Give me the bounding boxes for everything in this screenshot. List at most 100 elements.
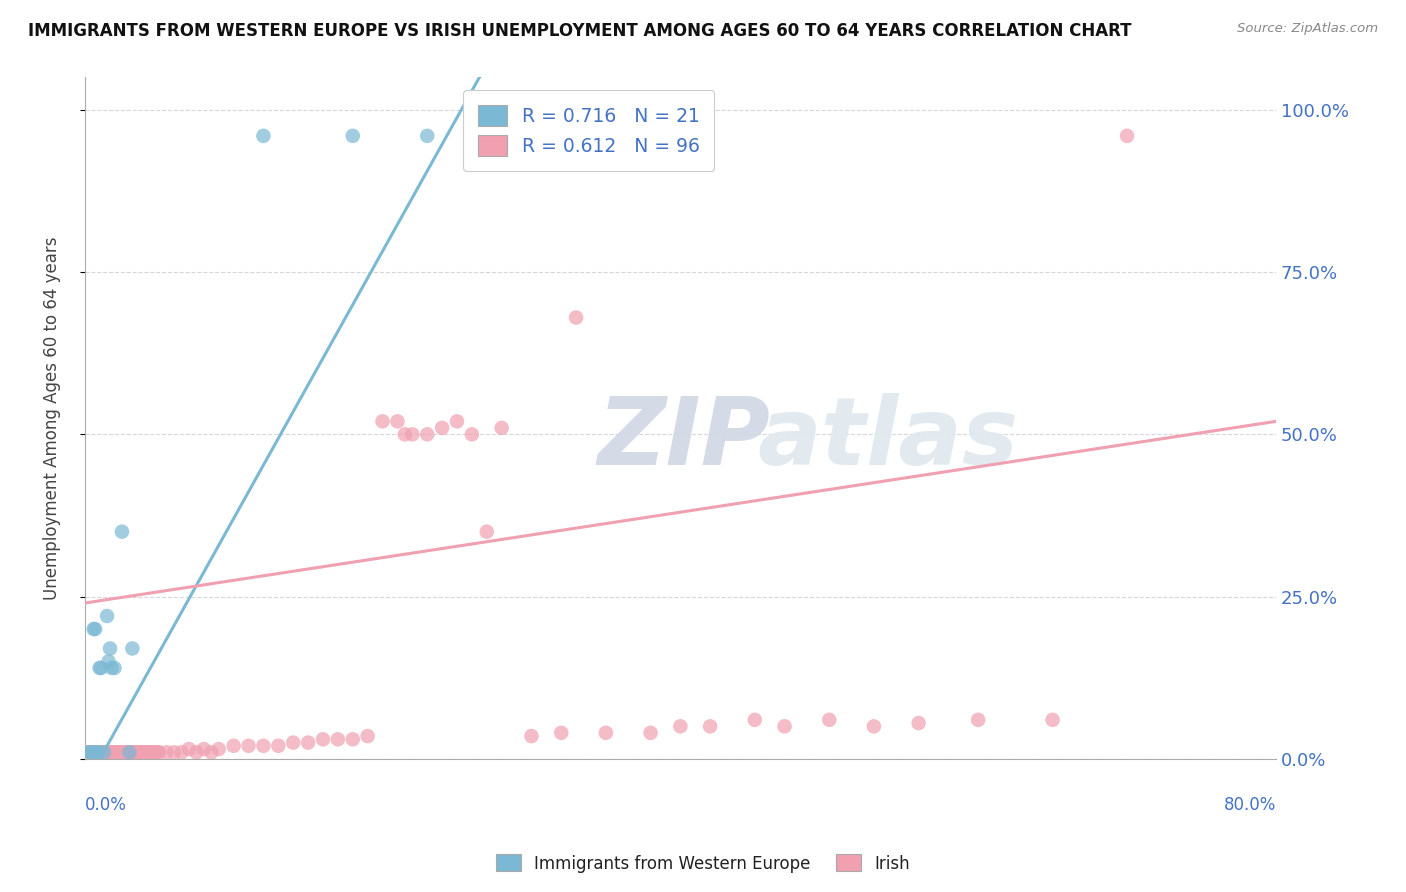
Point xyxy=(177,742,200,756)
Text: atlas: atlas xyxy=(758,392,1019,484)
Point xyxy=(744,713,766,727)
Point xyxy=(1116,128,1139,143)
Point xyxy=(371,414,394,428)
Point xyxy=(96,745,118,759)
Point xyxy=(86,745,108,759)
Point xyxy=(387,414,409,428)
Point xyxy=(595,726,617,740)
Point xyxy=(90,661,112,675)
Point xyxy=(134,745,156,759)
Point xyxy=(80,745,103,759)
Point xyxy=(312,732,335,747)
Point xyxy=(136,745,159,759)
Point xyxy=(565,310,588,325)
Point xyxy=(267,739,290,753)
Point xyxy=(89,745,111,759)
Point xyxy=(97,655,120,669)
Point xyxy=(416,128,439,143)
Point xyxy=(863,719,886,733)
Point xyxy=(111,524,134,539)
Point xyxy=(125,745,148,759)
Point xyxy=(142,745,165,759)
Point xyxy=(82,745,104,759)
Point xyxy=(475,524,498,539)
Text: 80.0%: 80.0% xyxy=(1223,797,1277,814)
Point xyxy=(297,735,319,749)
Point xyxy=(107,745,129,759)
Text: ZIP: ZIP xyxy=(598,392,770,484)
Text: Source: ZipAtlas.com: Source: ZipAtlas.com xyxy=(1237,22,1378,36)
Point xyxy=(100,745,122,759)
Point xyxy=(98,641,121,656)
Point xyxy=(87,745,110,759)
Point xyxy=(118,745,141,759)
Point xyxy=(84,622,107,636)
Point xyxy=(121,641,143,656)
Point xyxy=(416,427,439,442)
Point xyxy=(80,745,103,759)
Point xyxy=(193,742,215,756)
Point xyxy=(131,745,153,759)
Point xyxy=(238,739,260,753)
Point xyxy=(77,745,100,759)
Point xyxy=(283,735,305,749)
Point xyxy=(101,745,124,759)
Y-axis label: Unemployment Among Ages 60 to 64 years: Unemployment Among Ages 60 to 64 years xyxy=(44,236,60,599)
Point xyxy=(342,732,364,747)
Point xyxy=(83,745,105,759)
Point xyxy=(967,713,990,727)
Point xyxy=(97,745,120,759)
Point xyxy=(83,622,105,636)
Point xyxy=(117,745,139,759)
Point xyxy=(143,745,166,759)
Point xyxy=(145,745,167,759)
Point xyxy=(138,745,160,759)
Point xyxy=(139,745,162,759)
Point xyxy=(163,745,186,759)
Point xyxy=(80,745,103,759)
Point xyxy=(128,745,150,759)
Point xyxy=(342,128,364,143)
Point xyxy=(132,745,155,759)
Point xyxy=(120,745,142,759)
Point xyxy=(110,745,132,759)
Point xyxy=(94,745,117,759)
Point xyxy=(146,745,169,759)
Point xyxy=(124,745,146,759)
Point xyxy=(96,609,118,624)
Point xyxy=(430,421,453,435)
Point xyxy=(118,745,141,759)
Point xyxy=(103,745,125,759)
Point xyxy=(77,745,100,759)
Legend: R = 0.716   N = 21, R = 0.612   N = 96: R = 0.716 N = 21, R = 0.612 N = 96 xyxy=(464,90,714,170)
Point xyxy=(93,745,115,759)
Point xyxy=(156,745,179,759)
Point xyxy=(93,745,115,759)
Point xyxy=(907,716,929,731)
Point xyxy=(186,745,208,759)
Point xyxy=(550,726,572,740)
Point xyxy=(356,729,378,743)
Point xyxy=(100,661,122,675)
Point xyxy=(461,427,484,442)
Point xyxy=(491,421,513,435)
Legend: Immigrants from Western Europe, Irish: Immigrants from Western Europe, Irish xyxy=(489,847,917,880)
Point xyxy=(401,427,423,442)
Point xyxy=(121,745,143,759)
Point xyxy=(699,719,721,733)
Text: 0.0%: 0.0% xyxy=(84,797,127,814)
Point xyxy=(135,745,157,759)
Point xyxy=(170,745,193,759)
Point xyxy=(773,719,796,733)
Point xyxy=(394,427,416,442)
Point xyxy=(108,745,131,759)
Point xyxy=(141,745,163,759)
Point xyxy=(84,745,107,759)
Point xyxy=(114,745,136,759)
Point xyxy=(1042,713,1064,727)
Point xyxy=(91,745,114,759)
Text: IMMIGRANTS FROM WESTERN EUROPE VS IRISH UNEMPLOYMENT AMONG AGES 60 TO 64 YEARS C: IMMIGRANTS FROM WESTERN EUROPE VS IRISH … xyxy=(28,22,1132,40)
Point xyxy=(640,726,662,740)
Point xyxy=(89,661,111,675)
Point xyxy=(208,742,231,756)
